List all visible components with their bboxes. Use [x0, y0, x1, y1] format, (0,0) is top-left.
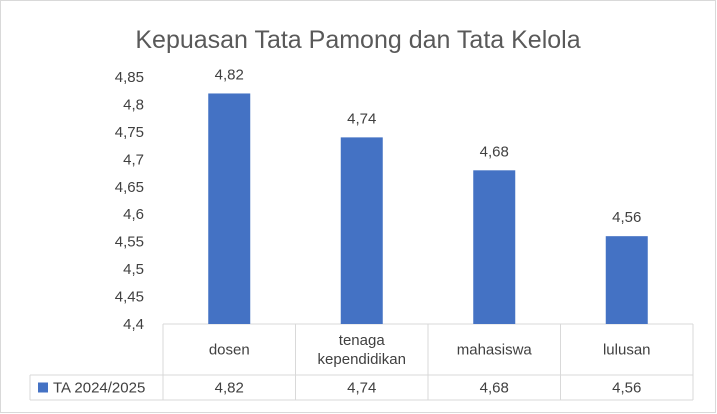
category-label: mahasiswa [457, 342, 533, 359]
data-label: 4,68 [480, 143, 509, 160]
bar [340, 137, 383, 324]
table-cell-value: 4,68 [480, 380, 509, 397]
y-tick-label: 4,6 [123, 206, 144, 223]
data-label: 4,74 [347, 110, 376, 127]
data-label: 4,56 [612, 209, 641, 226]
category-label: kependidikan [318, 351, 406, 368]
bar [208, 93, 251, 324]
bar [473, 170, 516, 324]
table-grid [29, 323, 694, 401]
category-axis: dosen tenaga kependidikan mahasiswa lulusan [209, 332, 651, 368]
y-tick-label: 4,85 [115, 69, 144, 86]
bar [605, 236, 648, 324]
y-tick-label: 4,75 [115, 124, 144, 141]
category-label: lulusan [603, 342, 651, 359]
y-tick-label: 4,55 [115, 234, 144, 251]
y-tick-label: 4,45 [115, 289, 144, 306]
y-axis: 4,4 4,45 4,5 4,55 4,6 4,65 4,7 4,75 4,8 4,85 [115, 69, 144, 333]
category-label: dosen [209, 342, 250, 359]
y-tick-label: 4,8 [123, 96, 144, 113]
chart-title: Kepuasan Tata Pamong dan Tata Kelola [135, 26, 580, 54]
y-tick-label: 4,65 [115, 179, 144, 196]
y-tick-label: 4,7 [123, 151, 144, 168]
data-label: 4,82 [215, 66, 244, 83]
legend-series-name: TA 2024/2025 [53, 380, 145, 397]
legend-swatch [38, 382, 48, 393]
data-table: TA 2024/2025 4,82 4,74 4,68 4,56 [38, 380, 641, 397]
table-cell-value: 4,56 [612, 380, 641, 397]
y-tick-label: 4,4 [123, 316, 144, 333]
table-cell-value: 4,74 [347, 380, 376, 397]
y-tick-label: 4,5 [123, 261, 144, 278]
bars [208, 93, 648, 324]
data-labels: 4,82 4,74 4,68 4,56 [215, 66, 642, 226]
table-cell-value: 4,82 [215, 380, 244, 397]
category-label: tenaga [339, 332, 386, 349]
